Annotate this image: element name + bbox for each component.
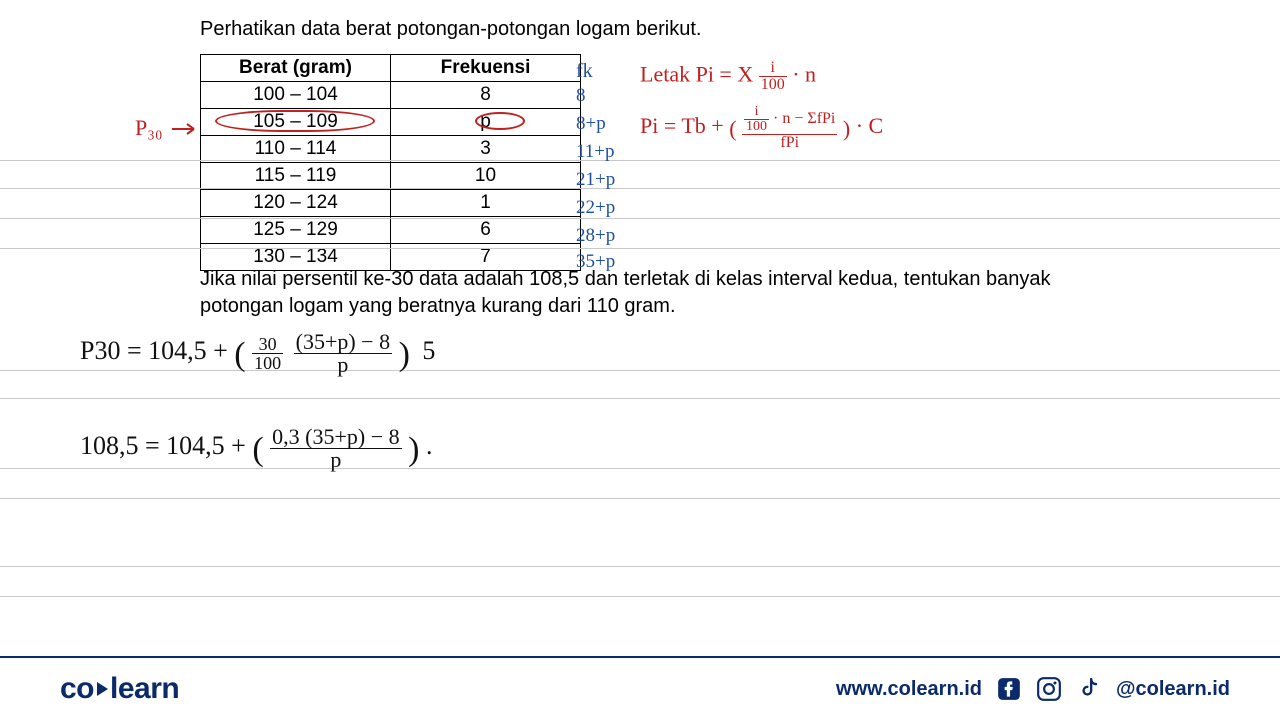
ruled-line bbox=[0, 218, 1280, 219]
ruled-line bbox=[0, 160, 1280, 161]
ruled-line bbox=[0, 498, 1280, 499]
work-line-1: P30 = 104,5 + ( 30 100 (35+p) − 8 p ) 5 bbox=[80, 330, 435, 376]
fk-val: 35+p bbox=[576, 251, 615, 273]
question-text: Jika nilai persentil ke-30 data adalah 1… bbox=[200, 266, 1100, 320]
circle-annotation-p bbox=[475, 112, 525, 130]
ruled-line bbox=[0, 566, 1280, 567]
social-handle: @colearn.id bbox=[1116, 678, 1230, 701]
fk-val: 11+p bbox=[576, 141, 615, 163]
fk-val: 8 bbox=[576, 85, 586, 107]
facebook-icon bbox=[996, 676, 1022, 702]
table-row: 115 – 11910 bbox=[201, 163, 581, 190]
pi-formula: Pi = Tb + ( i 100 · n − ΣfPi fPi ) · C bbox=[640, 105, 883, 151]
fk-val: 8+p bbox=[576, 113, 606, 135]
instagram-icon bbox=[1036, 676, 1062, 702]
data-table: Berat (gram) Frekuensi 100 – 1048 105 – … bbox=[200, 54, 581, 271]
table-row: 100 – 1048 bbox=[201, 82, 581, 109]
logo: colearn bbox=[60, 672, 179, 706]
ruled-line bbox=[0, 248, 1280, 249]
table-header-row: Berat (gram) Frekuensi bbox=[201, 55, 581, 82]
arrow-icon bbox=[172, 122, 202, 136]
table-row: 110 – 1143 bbox=[201, 136, 581, 163]
col-header-berat: Berat (gram) bbox=[201, 55, 391, 82]
footer: colearn www.colearn.id @colearn.id bbox=[0, 656, 1280, 720]
fk-val: 28+p bbox=[576, 225, 615, 247]
intro-text: Perhatikan data berat potongan-potongan … bbox=[200, 18, 701, 41]
p30-label: P₃₀ bbox=[135, 115, 163, 141]
site-url: www.colearn.id bbox=[836, 678, 982, 701]
table-row: 120 – 1241 bbox=[201, 190, 581, 217]
fk-header: fk bbox=[576, 60, 593, 83]
circle-annotation bbox=[215, 110, 375, 132]
ruled-line bbox=[0, 188, 1280, 189]
table-row: 125 – 1296 bbox=[201, 217, 581, 244]
tiktok-icon bbox=[1076, 676, 1102, 702]
col-header-frekuensi: Frekuensi bbox=[391, 55, 581, 82]
letak-formula: Letak Pi = X i 100 · n bbox=[640, 60, 816, 93]
play-icon bbox=[97, 682, 108, 696]
fk-val: 22+p bbox=[576, 197, 615, 219]
ruled-line bbox=[0, 398, 1280, 399]
work-line-2: 108,5 = 104,5 + ( 0,3 (35+p) − 8 p ) . bbox=[80, 425, 432, 471]
ruled-line bbox=[0, 596, 1280, 597]
fk-val: 21+p bbox=[576, 169, 615, 191]
